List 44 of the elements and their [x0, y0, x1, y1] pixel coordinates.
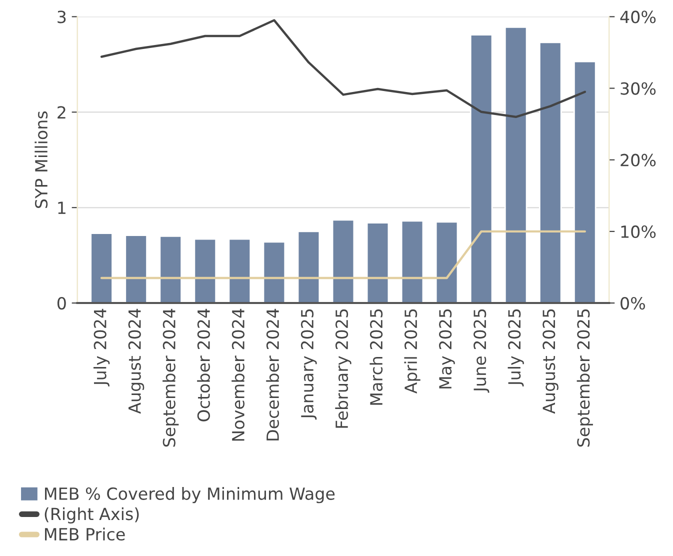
bar [470, 34, 493, 304]
x-tick-label: January 2025 [300, 309, 317, 420]
bar [159, 236, 182, 304]
y-tick-label: 3 [58, 10, 66, 24]
bar [435, 221, 458, 304]
bar [400, 220, 424, 304]
bar [194, 238, 217, 304]
legend-label: MEB % Covered by Minimum Wage [45, 487, 335, 504]
x-tick-label: March 2025 [370, 309, 383, 405]
bar [332, 219, 355, 304]
y2-tick-label: 30% [620, 82, 656, 95]
x-tick-label: April 2025 [404, 309, 420, 394]
legend-label: MEB Price [45, 528, 125, 541]
x-tick-label: May 2025 [439, 309, 455, 388]
y-tick-label: 0 [57, 296, 66, 310]
bar [366, 222, 390, 304]
y-axis-title: SYP Millions [34, 111, 48, 208]
bar [262, 241, 286, 304]
bar [124, 234, 148, 304]
x-tick-label: September 2025 [576, 309, 593, 447]
x-tick-label: June 2025 [474, 309, 490, 393]
x-tick-label: November 2024 [232, 308, 244, 441]
x-tick-label: July 2025 [508, 309, 524, 386]
bar [90, 232, 113, 304]
x-tick-label: September 2024 [162, 308, 179, 447]
x-tick-label: February 2025 [335, 309, 352, 428]
y-tick-label: 2 [58, 106, 66, 118]
legend-label: (Right Axis) [44, 507, 139, 524]
x-tick-label: July 2024 [93, 308, 110, 386]
y2-tick-label: 10% [621, 225, 656, 238]
y2-tick-label: 40% [620, 10, 656, 24]
y-tick-label: 1 [58, 202, 66, 214]
x-tick-label: October 2024 [197, 308, 210, 422]
y2-tick-label: 20% [620, 154, 656, 166]
bar [228, 238, 252, 304]
x-tick-label: December 2024 [266, 308, 280, 440]
bar [574, 60, 596, 304]
x-tick-label: August 2024 [128, 308, 144, 414]
bar [538, 42, 562, 304]
y2-tick-label: 0% [620, 296, 645, 310]
x-tick-label: August 2025 [542, 309, 558, 414]
bar [504, 26, 528, 304]
bar [297, 230, 320, 304]
line-series [100, 19, 586, 118]
